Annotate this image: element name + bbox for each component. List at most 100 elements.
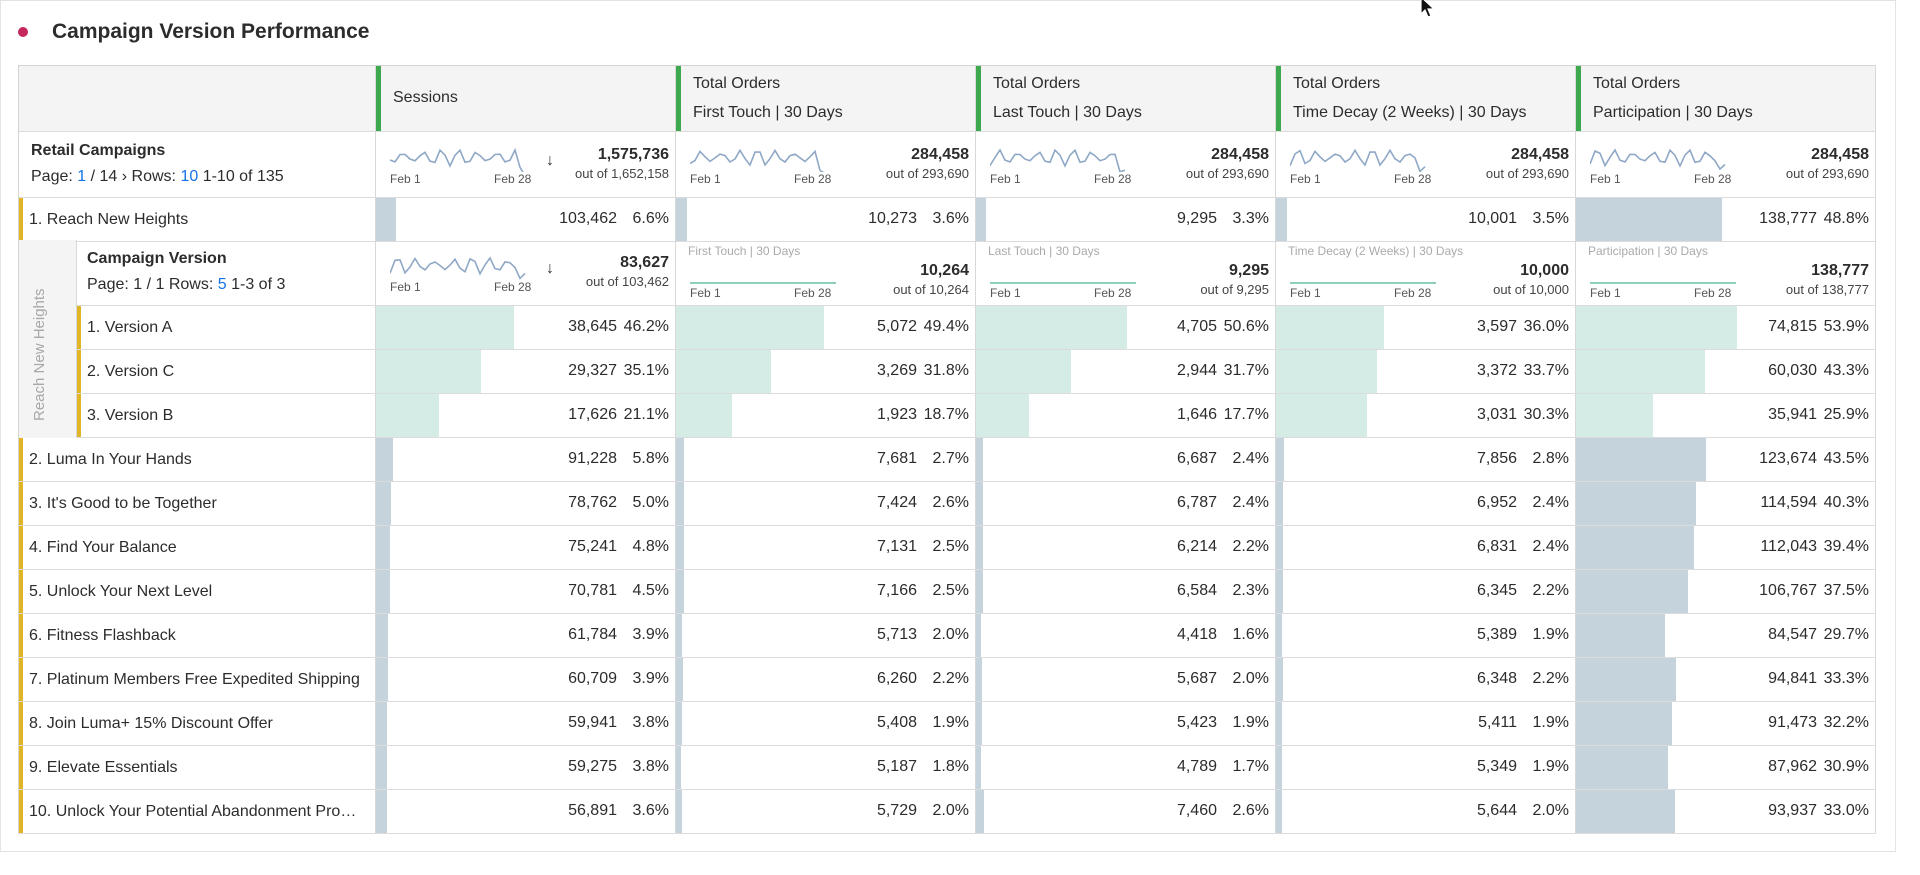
row-label-cell[interactable]: 2. Luma In Your Hands: [19, 438, 376, 481]
trend-sparkline[interactable]: [690, 140, 830, 172]
row-label-cell[interactable]: 9. Elevate Essentials: [19, 746, 376, 789]
metric-cell[interactable]: 6,831 2.4%: [1276, 526, 1576, 569]
metric-cell[interactable]: 87,962 30.9%: [1576, 746, 1876, 789]
row-label[interactable]: 4. Find Your Balance: [29, 538, 177, 556]
metric-cell[interactable]: 94,841 33.3%: [1576, 658, 1876, 701]
row-label-cell[interactable]: 7. Platinum Members Free Expedited Shipp…: [19, 658, 376, 701]
sort-descending-icon[interactable]: ↓: [546, 152, 554, 169]
metric-cell[interactable]: 59,275 3.8%: [376, 746, 676, 789]
metric-cell[interactable]: 7,681 2.7%: [676, 438, 976, 481]
metric-name[interactable]: Total Orders: [693, 75, 781, 92]
table-row[interactable]: 8. Join Luma+ 15% Discount Offer 59,941 3.…: [19, 702, 1876, 746]
metric-cell[interactable]: 7,856 2.8%: [1276, 438, 1576, 481]
panel-status-dot[interactable]: [18, 27, 28, 37]
row-label-cell[interactable]: 5. Unlock Your Next Level: [19, 570, 376, 613]
metric-cell[interactable]: 70,781 4.5%: [376, 570, 676, 613]
metric-header-4[interactable]: Total Orders Time Decay (2 Weeks) | 30 Da…: [1276, 66, 1576, 131]
metric-cell[interactable]: 93,937 33.0%: [1576, 790, 1876, 833]
metric-cell[interactable]: 138,777 48.8%: [1576, 198, 1876, 241]
table-row[interactable]: 5. Unlock Your Next Level 70,781 4.5% 7,166…: [19, 570, 1876, 614]
metric-cell[interactable]: 1,923 18.7%: [676, 394, 976, 437]
row-label[interactable]: 8. Join Luma+ 15% Discount Offer: [29, 714, 273, 732]
metric-name[interactable]: Total Orders: [993, 75, 1081, 92]
row-label[interactable]: 1. Version A: [87, 318, 173, 336]
breakdown-dimension-name[interactable]: Campaign Version: [87, 250, 227, 267]
table-row[interactable]: 7. Platinum Members Free Expedited Shipp…: [19, 658, 1876, 702]
metric-cell[interactable]: 60,030 43.3%: [1576, 350, 1876, 393]
metric-cell[interactable]: 5,349 1.9%: [1276, 746, 1576, 789]
row-label-cell[interactable]: 1. Version A: [77, 306, 376, 349]
metric-cell[interactable]: 74,815 53.9%: [1576, 306, 1876, 349]
metric-cell[interactable]: 5,713 2.0%: [676, 614, 976, 657]
metric-cell[interactable]: 4,789 1.7%: [976, 746, 1276, 789]
row-label-cell[interactable]: 10. Unlock Your Potential Abandonment Pr…: [19, 790, 376, 833]
metric-cell[interactable]: 3,372 33.7%: [1276, 350, 1576, 393]
column-drag-handle[interactable]: [376, 92, 381, 106]
metric-cell[interactable]: 7,460 2.6%: [976, 790, 1276, 833]
metric-cell[interactable]: 6,787 2.4%: [976, 482, 1276, 525]
metric-cell[interactable]: 123,674 43.5%: [1576, 438, 1876, 481]
metric-cell[interactable]: 75,241 4.8%: [376, 526, 676, 569]
table-row[interactable]: 1. Reach New Heights 103,462 6.6% 10,273 3.6…: [19, 198, 1876, 242]
row-label-cell[interactable]: 8. Join Luma+ 15% Discount Offer: [19, 702, 376, 745]
metric-cell[interactable]: 4,418 1.6%: [976, 614, 1276, 657]
metric-cell[interactable]: 6,952 2.4%: [1276, 482, 1576, 525]
row-label-cell[interactable]: 1. Reach New Heights: [19, 198, 376, 241]
row-label[interactable]: 3. Version B: [87, 406, 174, 424]
metric-cell[interactable]: 6,348 2.2%: [1276, 658, 1576, 701]
row-label-cell[interactable]: 6. Fitness Flashback: [19, 614, 376, 657]
metric-cell[interactable]: 5,687 2.0%: [976, 658, 1276, 701]
trend-sparkline[interactable]: [1590, 140, 1730, 172]
trend-sparkline[interactable]: [1290, 140, 1430, 172]
metric-cell[interactable]: 5,644 2.0%: [1276, 790, 1576, 833]
metric-cell[interactable]: 3,031 30.3%: [1276, 394, 1576, 437]
trend-sparkline[interactable]: [990, 140, 1130, 172]
metric-cell[interactable]: 103,462 6.6%: [376, 198, 676, 241]
next-page-icon[interactable]: ›: [117, 168, 132, 185]
metric-header-5[interactable]: Total Orders Participation | 30 Days: [1576, 66, 1876, 131]
metric-cell[interactable]: 61,784 3.9%: [376, 614, 676, 657]
metric-cell[interactable]: 7,424 2.6%: [676, 482, 976, 525]
rows-per-page-select[interactable]: 10: [180, 168, 199, 185]
metric-cell[interactable]: 91,473 32.2%: [1576, 702, 1876, 745]
metric-cell[interactable]: 5,408 1.9%: [676, 702, 976, 745]
page-current-input[interactable]: 1: [77, 168, 87, 185]
row-label-cell[interactable]: 3. It's Good to be Together: [19, 482, 376, 525]
metric-cell[interactable]: 5,423 1.9%: [976, 702, 1276, 745]
metric-header-2[interactable]: Total Orders First Touch | 30 Days: [676, 66, 976, 131]
metric-name[interactable]: Total Orders: [1293, 75, 1381, 92]
breakdown-row[interactable]: 1. Version A 38,645 46.2% 5,072 49.4% 4,705 50…: [77, 306, 1876, 350]
metric-cell[interactable]: 6,260 2.2%: [676, 658, 976, 701]
column-drag-handle[interactable]: [1276, 92, 1281, 106]
metric-cell[interactable]: 60,709 3.9%: [376, 658, 676, 701]
row-label[interactable]: 6. Fitness Flashback: [29, 626, 176, 644]
metric-header-3[interactable]: Total Orders Last Touch | 30 Days: [976, 66, 1276, 131]
row-label-cell[interactable]: 3. Version B: [77, 394, 376, 437]
metric-cell[interactable]: 29,327 35.1%: [376, 350, 676, 393]
metric-cell[interactable]: 5,411 1.9%: [1276, 702, 1576, 745]
metric-cell[interactable]: 3,597 36.0%: [1276, 306, 1576, 349]
table-row[interactable]: 3. It's Good to be Together 78,762 5.0% 7,4…: [19, 482, 1876, 526]
metric-cell[interactable]: 7,166 2.5%: [676, 570, 976, 613]
table-row[interactable]: 10. Unlock Your Potential Abandonment Pr…: [19, 790, 1876, 834]
metric-cell[interactable]: 4,705 50.6%: [976, 306, 1276, 349]
table-row[interactable]: 2. Luma In Your Hands 91,228 5.8% 7,681 2.7%…: [19, 438, 1876, 482]
metric-name[interactable]: Sessions: [393, 89, 458, 106]
metric-cell[interactable]: 91,228 5.8%: [376, 438, 676, 481]
metric-cell[interactable]: 6,584 2.3%: [976, 570, 1276, 613]
metric-cell[interactable]: 78,762 5.0%: [376, 482, 676, 525]
metric-cell[interactable]: 114,594 40.3%: [1576, 482, 1876, 525]
metric-cell[interactable]: 1,646 17.7%: [976, 394, 1276, 437]
breakdown-row[interactable]: 2. Version C 29,327 35.1% 3,269 31.8% 2,944 31…: [77, 350, 1876, 394]
metric-cell[interactable]: 9,295 3.3%: [976, 198, 1276, 241]
row-label[interactable]: 3. It's Good to be Together: [29, 494, 217, 512]
metric-name[interactable]: Total Orders: [1593, 75, 1681, 92]
dimension-name[interactable]: Retail Campaigns: [31, 142, 166, 159]
breakdown-row[interactable]: 3. Version B 17,626 21.1% 1,923 18.7% 1,646 17…: [77, 394, 1876, 438]
trend-flatline[interactable]: [990, 282, 1136, 284]
metric-cell[interactable]: 38,645 46.2%: [376, 306, 676, 349]
metric-cell[interactable]: 6,345 2.2%: [1276, 570, 1576, 613]
metric-cell[interactable]: 56,891 3.6%: [376, 790, 676, 833]
row-label[interactable]: 2. Luma In Your Hands: [29, 450, 192, 468]
metric-cell[interactable]: 6,214 2.2%: [976, 526, 1276, 569]
